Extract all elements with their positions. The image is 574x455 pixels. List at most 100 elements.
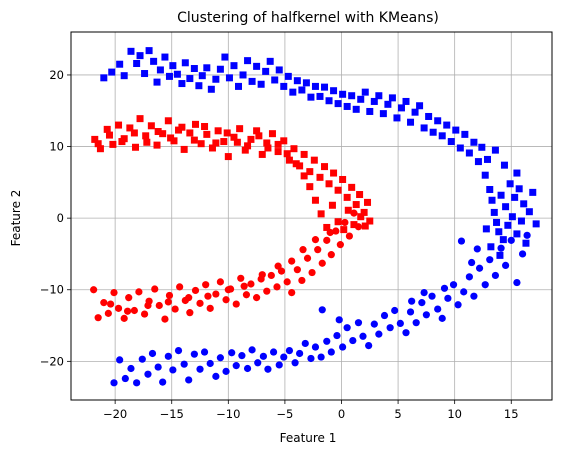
data-point (247, 135, 255, 143)
y-tick-label: 10 (49, 140, 64, 154)
data-point (495, 228, 503, 236)
data-point (90, 286, 98, 294)
x-axis-ticks: −20 −15 −10 −5 0 5 10 15 (103, 400, 519, 421)
data-point (144, 370, 152, 378)
data-point (339, 343, 347, 351)
data-point (418, 299, 426, 307)
data-point (397, 104, 405, 112)
data-point (233, 138, 241, 146)
y-tick-label: 20 (49, 68, 64, 82)
y-tick-label: −10 (40, 283, 64, 297)
data-point (235, 82, 243, 90)
data-point (173, 70, 181, 78)
data-point (343, 102, 351, 110)
data-point (333, 331, 341, 340)
data-point (465, 273, 473, 281)
data-point (515, 185, 523, 193)
data-point (225, 74, 233, 82)
data-point (303, 254, 312, 262)
data-point (407, 118, 415, 126)
data-point (230, 133, 238, 141)
data-point (359, 332, 367, 340)
data-point (132, 143, 140, 151)
data-point (317, 353, 325, 361)
data-point (136, 115, 144, 123)
x-tick-label: −5 (276, 407, 293, 421)
data-point (481, 281, 489, 289)
data-point (110, 289, 118, 297)
data-point (306, 183, 314, 191)
data-point (191, 120, 199, 128)
data-point (244, 142, 252, 150)
data-point (120, 314, 128, 322)
data-point (138, 355, 146, 363)
data-point (475, 264, 484, 272)
data-point (114, 304, 123, 312)
data-point (109, 140, 117, 148)
data-point (116, 60, 124, 68)
data-point (190, 136, 198, 144)
data-point (143, 138, 151, 146)
data-point (460, 288, 468, 296)
x-tick-label: −20 (103, 407, 127, 421)
data-point (517, 217, 525, 225)
data-point (380, 311, 389, 320)
data-point (325, 180, 333, 188)
data-point (525, 208, 533, 216)
data-point (161, 53, 169, 61)
data-point (275, 66, 283, 74)
data-point (341, 218, 349, 227)
data-point (511, 193, 519, 201)
data-point (164, 117, 172, 125)
data-point (379, 110, 387, 118)
data-point (388, 94, 396, 102)
data-point (298, 276, 306, 285)
x-tick-label: 5 (394, 407, 401, 421)
data-point (292, 160, 300, 168)
data-point (263, 287, 271, 295)
data-point (230, 62, 238, 70)
data-point (486, 256, 494, 264)
data-point (257, 80, 265, 88)
data-point (280, 82, 288, 90)
data-point (428, 292, 436, 300)
data-point (120, 72, 128, 80)
data-point (402, 97, 410, 105)
data-point (263, 139, 271, 147)
data-point (352, 201, 360, 209)
data-point (339, 90, 347, 98)
x-tick-label: 0 (338, 407, 345, 421)
data-point (100, 74, 108, 82)
data-point (345, 232, 354, 240)
data-point (269, 348, 278, 356)
data-point (274, 262, 282, 270)
data-point (452, 126, 460, 134)
data-point (366, 217, 374, 225)
y-tick-label: −20 (40, 354, 64, 368)
data-point (203, 130, 211, 138)
data-point (502, 203, 510, 211)
data-point (508, 213, 516, 221)
data-point (532, 220, 540, 228)
data-point (361, 88, 369, 96)
data-point (299, 246, 307, 254)
data-point (384, 100, 392, 108)
data-point (212, 139, 220, 147)
grid-lines (71, 32, 552, 400)
data-point (186, 129, 194, 137)
data-point (449, 281, 458, 289)
data-point (178, 123, 186, 131)
data-point (330, 87, 338, 95)
data-point (200, 348, 209, 356)
data-points (90, 47, 540, 387)
data-point (323, 223, 331, 231)
data-point (311, 196, 319, 204)
data-point (291, 359, 299, 367)
data-point (96, 145, 104, 153)
data-point (408, 297, 416, 305)
data-point (164, 352, 172, 360)
data-point (223, 129, 231, 137)
data-point (255, 132, 263, 140)
data-point (196, 299, 204, 307)
data-point (434, 305, 442, 313)
